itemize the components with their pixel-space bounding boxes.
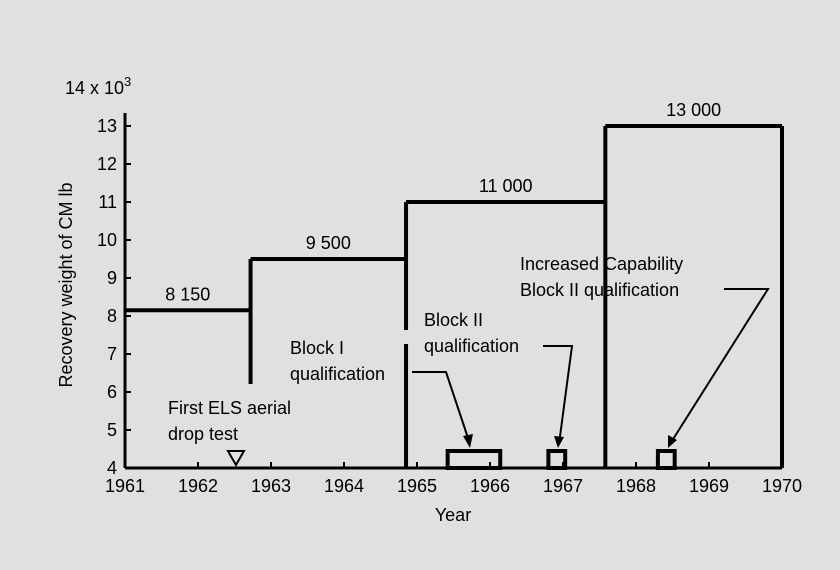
event-label: Block II qualification	[424, 310, 519, 356]
x-tick-label: 1969	[689, 476, 729, 496]
y-tick-label: 12	[97, 154, 117, 174]
arrow	[412, 371, 471, 445]
event-label: Increased Capability Block II qualificati…	[520, 254, 683, 300]
event-label-line: Increased Capability	[520, 254, 683, 274]
event-label: First ELS aerial drop test	[168, 398, 291, 444]
value-label: 11 000	[479, 176, 533, 196]
arrow-head	[463, 434, 473, 448]
y-tick-label: 5	[107, 420, 117, 440]
event-label-line: drop test	[168, 424, 238, 444]
y-tick-label: 8	[107, 306, 117, 326]
value-label: 9 500	[306, 233, 351, 253]
arrow	[543, 345, 574, 445]
x-tick-label: 1962	[178, 476, 218, 496]
x-tick-label: 1961	[105, 476, 145, 496]
y-tick-label: 9	[107, 268, 117, 288]
y-tick-label: 11	[98, 192, 117, 212]
x-tick-label: 1966	[470, 476, 510, 496]
y-tick-label: 4	[107, 458, 117, 478]
value-label: 13 000	[666, 100, 721, 120]
x-tick-label: 1967	[543, 476, 583, 496]
qualification-box	[445, 449, 503, 470]
event-label-line: Block II qualification	[520, 280, 679, 300]
event-label: Block I qualification	[290, 338, 385, 384]
y-tick-label: 7	[107, 344, 117, 364]
event-label-line: qualification	[290, 364, 385, 384]
event-label-line: qualification	[424, 336, 519, 356]
annotation-arrows	[412, 288, 770, 445]
arrow-heads	[463, 434, 677, 448]
x-axis-label: Year	[435, 505, 471, 525]
qualification-box	[655, 449, 677, 470]
superscript: 3	[124, 74, 131, 89]
y-tick-label: 14 x 103	[65, 74, 131, 98]
x-tick-label: 1964	[324, 476, 364, 496]
y-tick-label: 13	[97, 116, 117, 136]
x-tick-label: 1970	[762, 476, 802, 496]
x-tick-label: 1968	[616, 476, 656, 496]
y-tick-label: 10	[97, 230, 117, 250]
x-tick-label: 1963	[251, 476, 291, 496]
label-gap	[403, 330, 410, 344]
arrow-head	[554, 436, 564, 448]
qualification-box	[546, 449, 568, 470]
value-label: 8 150	[165, 284, 210, 304]
y-tick-label: 6	[107, 382, 117, 402]
event-label-line: Block II	[424, 310, 483, 330]
arrow	[669, 288, 770, 445]
x-tick-label: 1965	[397, 476, 437, 496]
y-axis-label: Recovery weight of CM lb	[56, 182, 76, 387]
event-label-line: First ELS aerial	[168, 398, 291, 418]
event-marker	[226, 450, 246, 468]
event-label-line: Block I	[290, 338, 344, 358]
arrow-head	[668, 435, 677, 448]
